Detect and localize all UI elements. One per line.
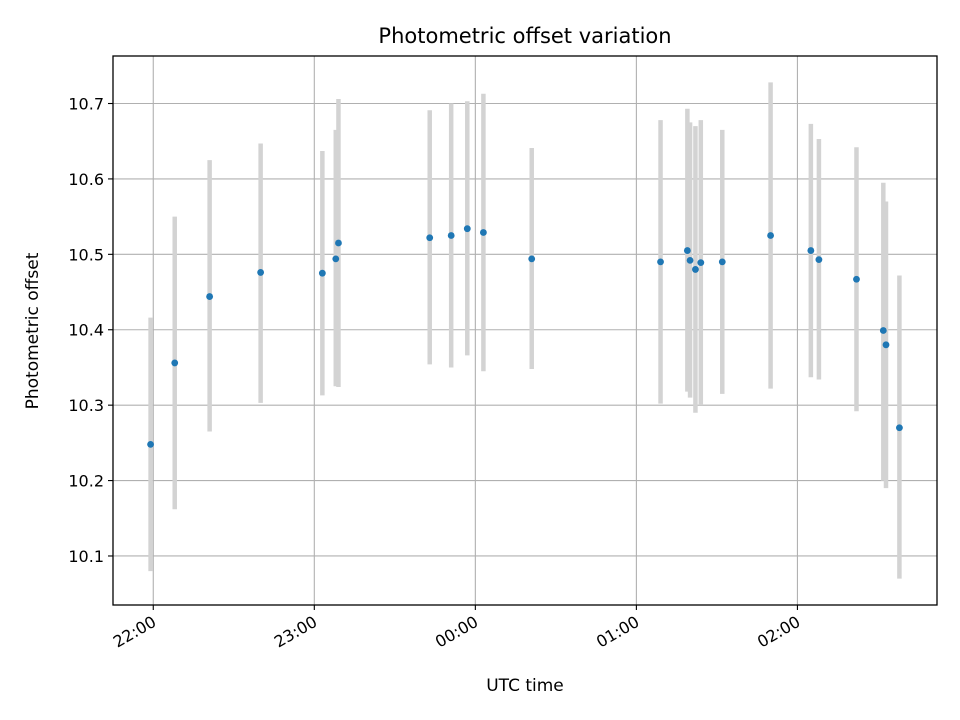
data-point	[171, 359, 179, 367]
data-point	[257, 269, 265, 276]
data-point	[426, 234, 434, 242]
data-point	[697, 259, 705, 267]
data-point	[896, 424, 903, 432]
y-tick-label: 10.7	[68, 95, 104, 114]
error-bars	[148, 82, 902, 579]
x-tick-label: 22:00	[110, 612, 159, 652]
data-point	[853, 275, 860, 283]
y-tick-label: 10.1	[68, 547, 104, 566]
y-tick-label: 10.5	[68, 245, 104, 264]
x-axis-ticks: 22:00 23:00 00:00 01:00 02:00	[110, 605, 803, 652]
chart-title: Photometric offset variation	[378, 24, 671, 48]
data-point	[807, 247, 815, 254]
data-point	[318, 269, 326, 277]
data-point	[718, 258, 726, 266]
data-point	[683, 247, 691, 254]
grid	[113, 56, 937, 605]
y-tick-label: 10.3	[68, 396, 104, 415]
x-tick-label: 01:00	[593, 612, 642, 652]
data-point	[206, 293, 214, 300]
data-point	[767, 232, 774, 239]
data-point	[657, 258, 664, 266]
x-tick-label: 00:00	[432, 612, 481, 652]
y-tick-label: 10.4	[68, 321, 104, 340]
data-point	[815, 256, 823, 264]
data-point	[479, 229, 487, 236]
data-point	[335, 239, 342, 247]
data-points	[147, 225, 903, 448]
x-tick-label: 02:00	[754, 612, 803, 652]
data-point	[147, 440, 154, 448]
plot-frame	[112, 55, 938, 606]
data-point	[686, 256, 694, 264]
data-point	[528, 255, 536, 263]
x-axis-label: UTC time	[486, 676, 564, 696]
data-point	[332, 255, 340, 263]
y-tick-label: 10.6	[68, 170, 104, 189]
y-axis-ticks: 10.1 10.2 10.3 10.4 10.5 10.6 10.7	[68, 95, 113, 566]
data-point	[447, 232, 455, 239]
data-point	[879, 327, 887, 334]
data-point	[692, 266, 699, 273]
y-axis-label: Photometric offset	[23, 252, 43, 409]
data-point	[463, 225, 471, 233]
y-tick-label: 10.2	[68, 472, 104, 491]
x-tick-label: 23:00	[271, 612, 320, 652]
data-point	[882, 341, 890, 349]
